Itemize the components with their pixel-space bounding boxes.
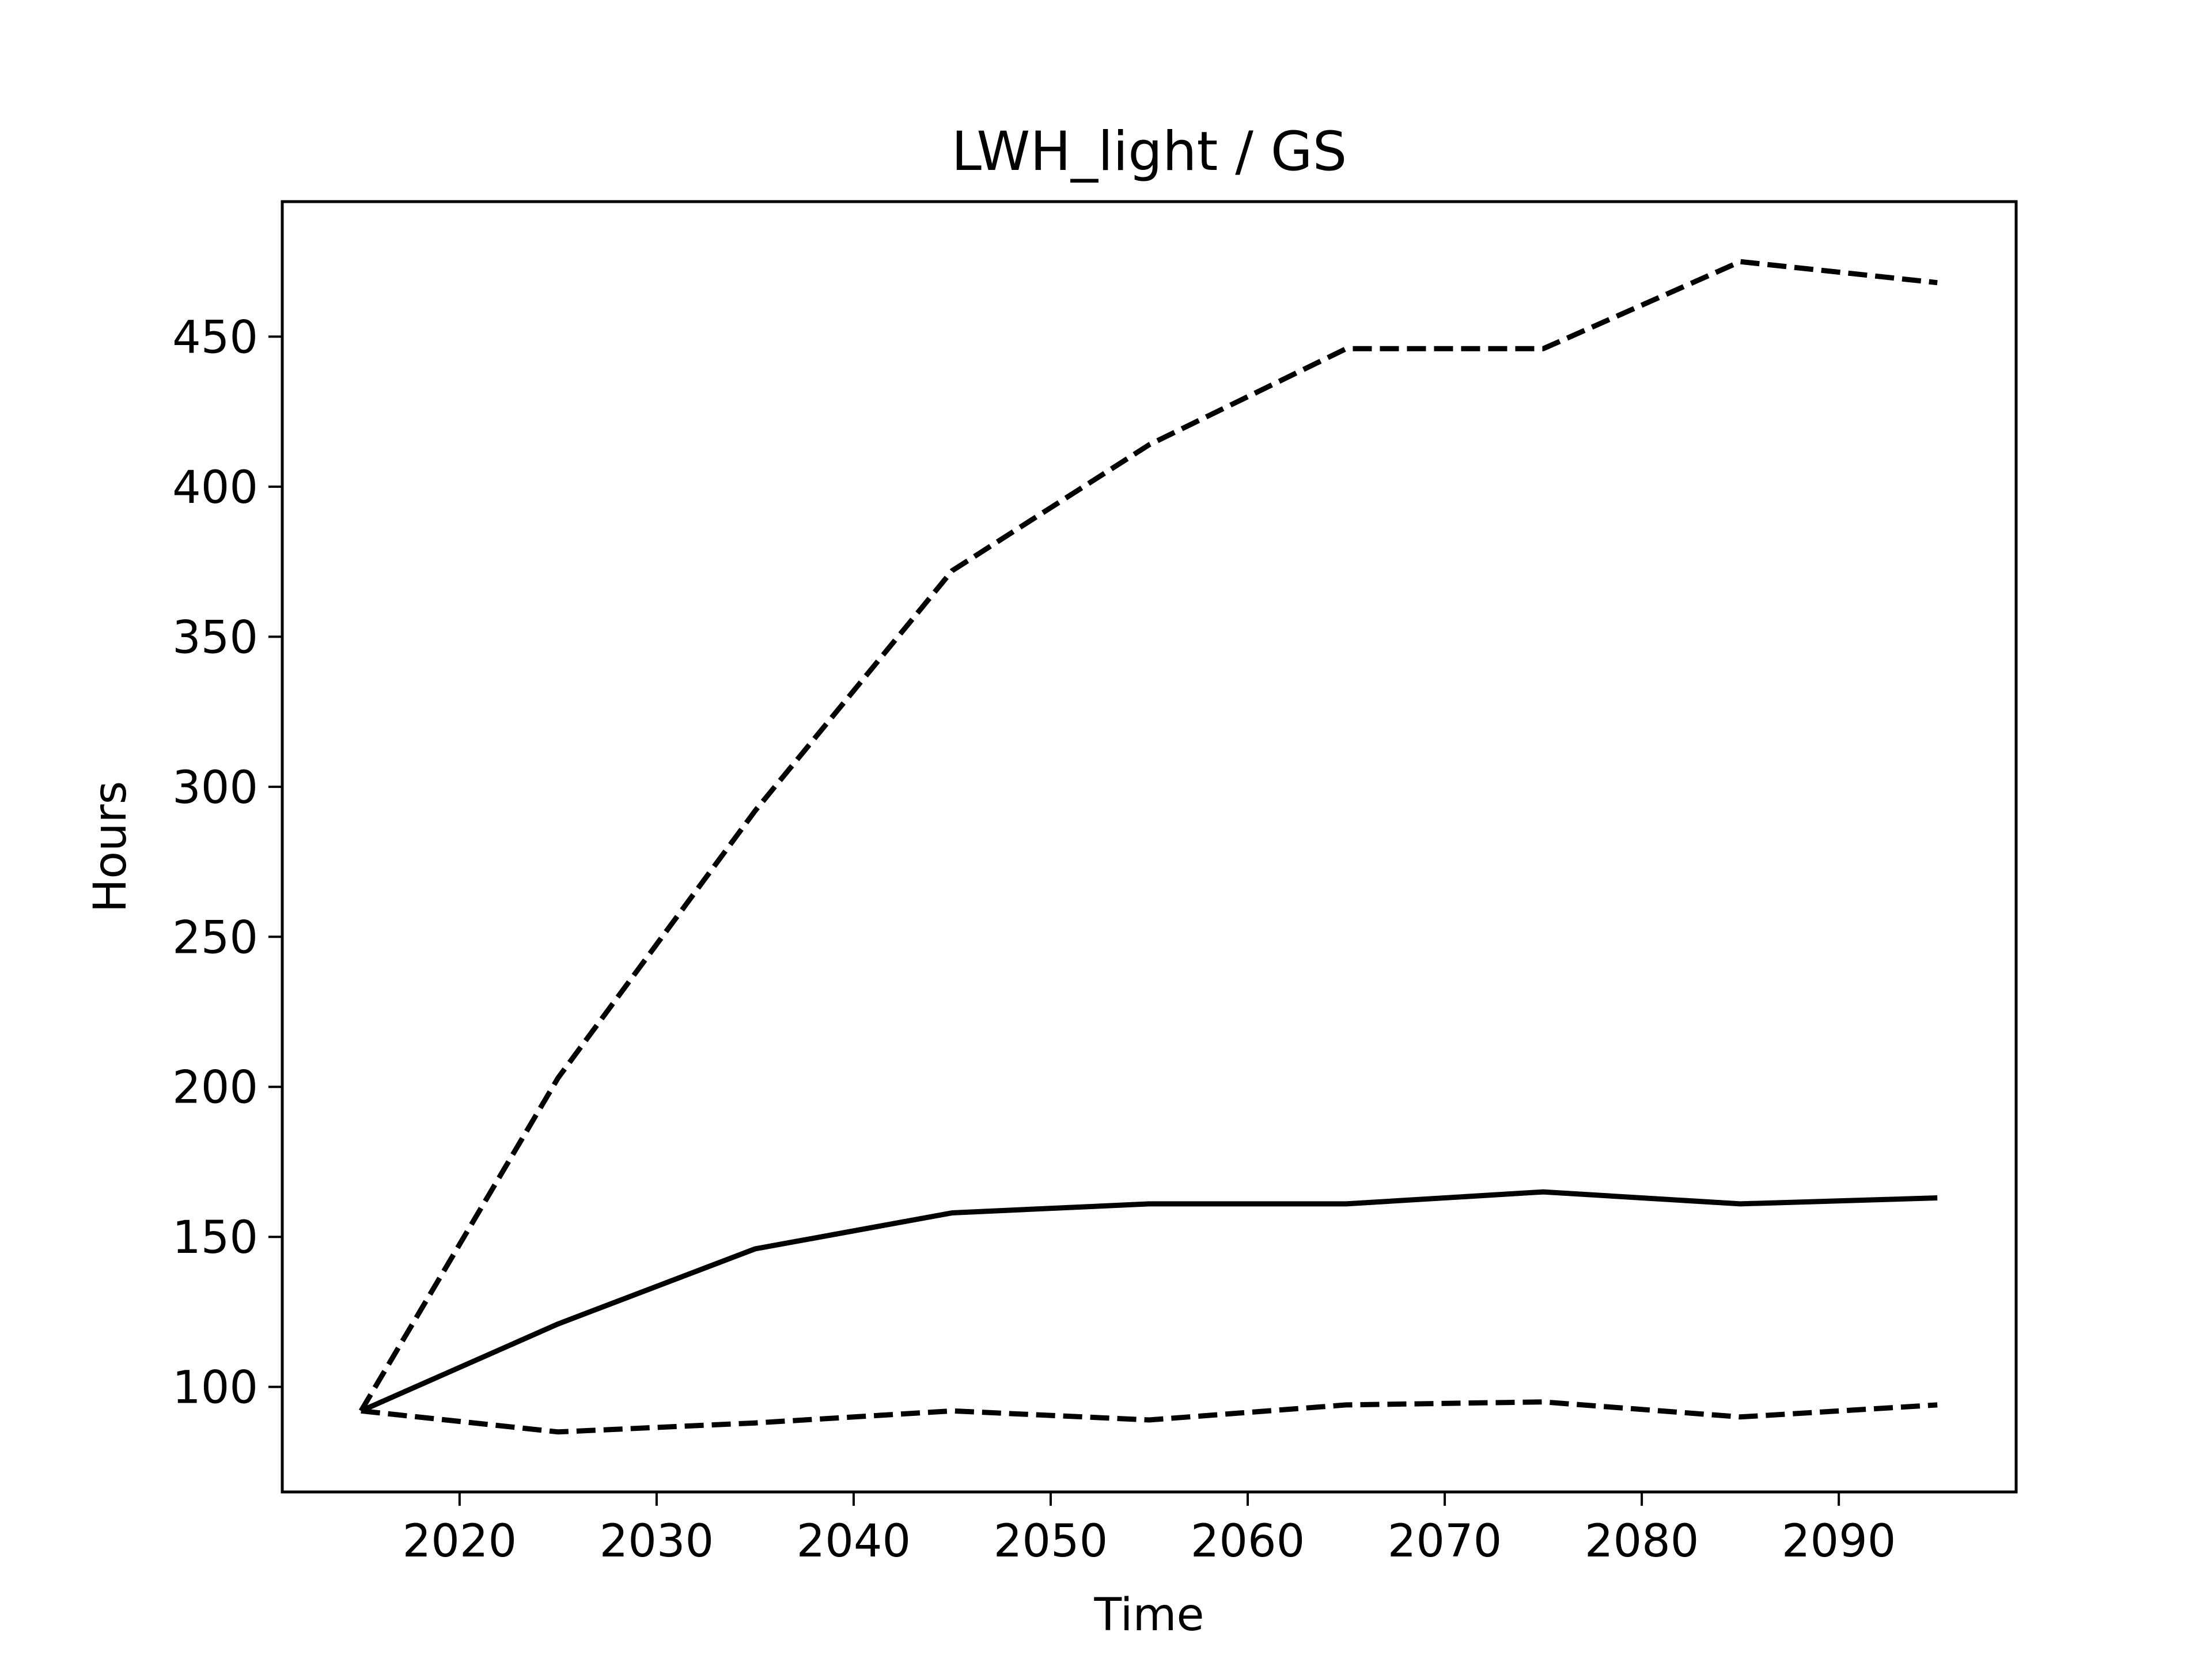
- x-tick-label: 2020: [403, 1516, 517, 1567]
- y-tick-label: 250: [172, 912, 258, 964]
- series-line-1: [359, 1189, 1938, 1414]
- y-tick-label: 450: [172, 312, 258, 363]
- plot-frame: [281, 200, 2018, 1494]
- x-tick-label: 2060: [1191, 1516, 1305, 1567]
- y-axis-label: Hours: [85, 781, 137, 913]
- y-tick-label: 350: [172, 612, 258, 664]
- x-tick-label: 2090: [1782, 1516, 1896, 1567]
- x-tick-label: 2050: [994, 1516, 1108, 1567]
- y-axis: 100 150 200 250 300 350 400 450: [172, 312, 282, 1414]
- x-axis: 2020 2030 2040 2050 2060 2070 2080 2090: [403, 1492, 1896, 1567]
- x-tick-label: 2080: [1585, 1516, 1699, 1567]
- y-tick-label: 100: [172, 1362, 258, 1414]
- x-axis-label: Time: [1094, 1589, 1205, 1641]
- series-line-3: [361, 1399, 1938, 1435]
- y-tick-label: 200: [172, 1062, 258, 1114]
- y-tick-label: 300: [172, 762, 258, 814]
- x-tick-label: 2040: [797, 1516, 911, 1567]
- chart-title: LWH_light / GS: [952, 120, 1347, 183]
- x-tick-label: 2070: [1388, 1516, 1502, 1567]
- y-tick-label: 150: [172, 1212, 258, 1264]
- x-tick-label: 2030: [600, 1516, 714, 1567]
- y-tick-label: 400: [172, 462, 258, 514]
- series-line-2: [358, 259, 1938, 1412]
- plot-area: [358, 259, 1938, 1435]
